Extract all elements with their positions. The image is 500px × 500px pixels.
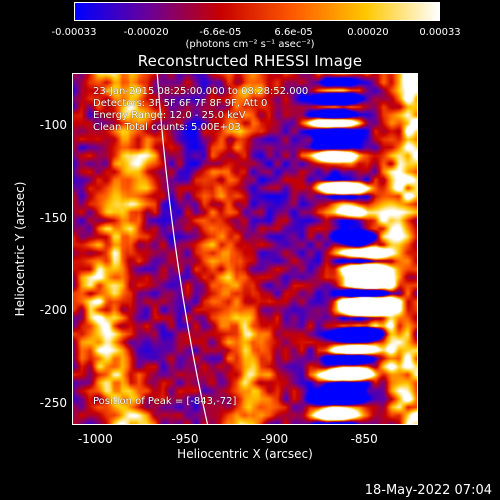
x-tick-label: -950 — [171, 432, 199, 446]
x-axis-label: Heliocentric X (arcsec) — [177, 447, 313, 461]
colorbar-tick-label: -0.00033 — [51, 27, 97, 38]
plot-area — [72, 73, 418, 425]
annotation-detectors: Detectors: 3F 5F 6F 7F 8F 9F, Att 0 — [93, 98, 268, 109]
y-axis-label: Heliocentric Y (arcsec) — [13, 181, 27, 317]
colorbar-tick-label: 0.00020 — [347, 27, 389, 38]
y-tick-label: -250 — [39, 395, 67, 410]
solar-limb — [156, 74, 209, 424]
colorbar — [74, 2, 440, 21]
x-tick-label: -900 — [260, 432, 289, 446]
y-tick-label: -150 — [39, 210, 67, 225]
annotation-clean: Clean Total counts: 5.00E+03 — [93, 122, 241, 133]
colorbar-tick-label: -6.6e-05 — [199, 27, 242, 38]
y-tick-label: -100 — [39, 117, 67, 132]
colorbar-gradient — [75, 3, 439, 20]
colorbar-tick-label: -0.00020 — [123, 27, 169, 38]
chart-title: Reconstructed RHESSI Image — [137, 52, 363, 70]
colorbar-tick-label: 0.00033 — [419, 27, 461, 38]
timestamp-footer: 18-May-2022 07:04 — [364, 483, 492, 498]
solar-limb-curve — [156, 74, 209, 424]
colorbar-units: (photons cm⁻² s⁻¹ asec⁻²) — [185, 39, 315, 50]
annotation-peak: Position of Peak = [-843,-72] — [93, 396, 237, 407]
x-tick-label: -1000 — [77, 432, 113, 446]
annotation-time-range: 23-Jan-2015 08:25:00.000 to 08:28:52.000 — [93, 86, 309, 97]
y-tick-label: -200 — [39, 303, 67, 318]
x-tick-label: -850 — [350, 432, 378, 446]
heatmap-image — [73, 74, 417, 424]
colorbar-tick-label: 6.6e-05 — [274, 27, 313, 38]
annotation-energy: Energy Range: 12.0 - 25.0 keV — [93, 110, 246, 121]
